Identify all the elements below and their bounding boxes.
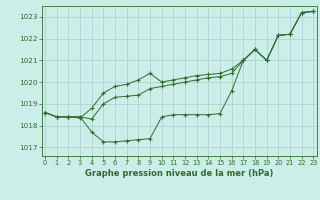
X-axis label: Graphe pression niveau de la mer (hPa): Graphe pression niveau de la mer (hPa) [85,169,273,178]
